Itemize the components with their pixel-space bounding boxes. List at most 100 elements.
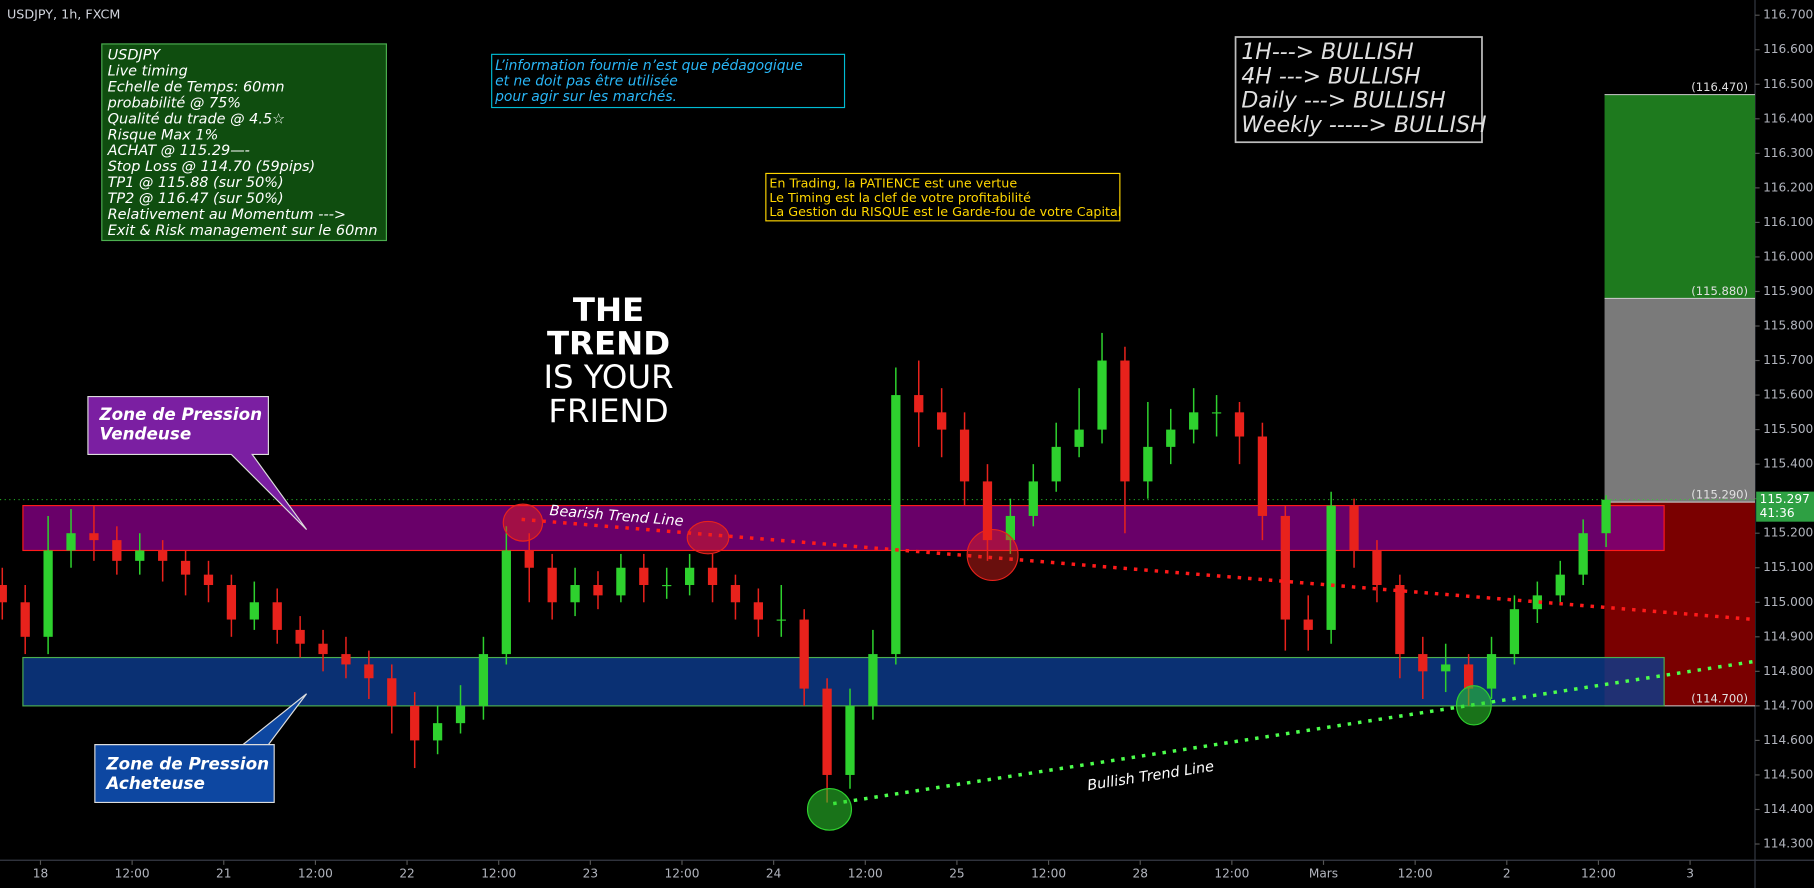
x-tick-label: 2 — [1503, 867, 1511, 881]
trade-plan-line: TP1 @ 115.88 (sur 50%) — [108, 175, 284, 191]
candle-body — [845, 705, 855, 775]
candle-body — [1097, 360, 1107, 430]
candle-body — [937, 412, 947, 430]
disclaimer-box — [491, 53, 846, 109]
candle-body — [1280, 515, 1290, 620]
callout-text: Zone de Pression — [98, 404, 262, 424]
trade-plan-line: ACHAT @ 115.29—- — [107, 143, 250, 159]
candle-body — [1074, 429, 1084, 447]
disclaimer: L’information fournie n’est que pédagogi… — [494, 58, 803, 105]
disclaimer-line: L’information fournie n’est que pédagogi… — [495, 58, 803, 74]
trade-plan-line: Live timing — [108, 63, 188, 79]
candle-body — [868, 654, 878, 706]
y-tick-label: 115.900 — [1763, 284, 1813, 298]
x-tick-label: 12:00 — [1031, 867, 1066, 881]
candle-body — [1051, 446, 1061, 482]
trade-plan-line: Risque Max 1% — [108, 127, 219, 143]
y-tick-label: 114.700 — [1763, 698, 1813, 712]
y-tick-label: 115.700 — [1763, 353, 1813, 367]
candle-body — [1555, 574, 1565, 596]
slogan-line: THE — [573, 291, 644, 329]
x-tick-label: 12:00 — [1398, 867, 1433, 881]
callout-sell — [87, 396, 308, 530]
x-tick-label: 12:00 — [1581, 867, 1616, 881]
callout-text: Zone de Pression — [105, 753, 269, 773]
candle-body — [982, 481, 993, 541]
candle-body — [341, 654, 351, 665]
highlight — [1455, 685, 1492, 726]
candle-body — [112, 540, 122, 561]
highlight — [686, 520, 730, 555]
trade-plan-line: Exit & Risk management sur le 60mn — [108, 223, 378, 239]
slogan-line: FRIEND — [548, 392, 668, 430]
y-tick-label: 114.600 — [1763, 733, 1813, 747]
y-tick-label: 116.600 — [1763, 42, 1813, 56]
candle-body — [295, 629, 305, 644]
candle-body — [547, 567, 557, 603]
candle-body — [1257, 436, 1268, 516]
candle-body — [1395, 585, 1405, 655]
motto-line: La Gestion du RISQUE est le Garde-fou de… — [769, 204, 1121, 219]
trade-plan-line: Qualité du trade @ 4.5☆ — [108, 111, 285, 127]
trade-plan-line: Relativement au Momentum ---> — [108, 207, 346, 223]
timeframe-line: 4H ---> BULLISH — [1241, 64, 1420, 89]
y-tick-label: 115.400 — [1763, 457, 1813, 471]
y-tick-label: 116.500 — [1763, 77, 1813, 91]
x-tick-label: 12:00 — [848, 867, 883, 881]
highlight — [966, 528, 1019, 582]
slogan-line: IS YOUR — [543, 358, 673, 396]
slogan-line: TREND — [547, 325, 670, 363]
y-tick-label: 114.400 — [1763, 802, 1813, 816]
x-tick-label: 23 — [583, 867, 598, 881]
callout-buy — [94, 693, 308, 804]
candle-body — [272, 602, 282, 630]
candle-body — [364, 664, 374, 679]
y-tick-label: 114.500 — [1763, 767, 1813, 781]
y-tick-label: 116.000 — [1763, 249, 1813, 263]
candle-body — [662, 585, 672, 587]
candle-body — [959, 429, 970, 482]
candle-body — [730, 585, 741, 603]
candle-body — [89, 533, 99, 541]
level-label: (115.880) — [1691, 284, 1748, 298]
trade-plan-box — [101, 43, 387, 242]
timeframe-line: 1H---> BULLISH — [1241, 40, 1413, 65]
candle-body — [1441, 664, 1451, 672]
candle-body — [1005, 515, 1016, 541]
timeframes-box — [1234, 36, 1483, 144]
trend-line — [521, 517, 1756, 622]
candle-body — [318, 643, 328, 655]
y-tick-label: 116.300 — [1763, 146, 1813, 160]
y-tick-label: 115.600 — [1763, 388, 1813, 402]
candle-body — [1189, 412, 1199, 430]
callout-text: Vendeuse — [99, 424, 191, 444]
trade-plan-line: probabilité @ 75% — [107, 95, 241, 111]
candle-body — [43, 550, 53, 637]
price-box — [1756, 491, 1814, 522]
y-tick-label: 115.800 — [1763, 319, 1813, 333]
position-box — [1604, 298, 1755, 503]
candle-body — [707, 567, 718, 586]
timeframe-line: Daily ---> BULLISH — [1241, 89, 1445, 114]
level-label: (115.290) — [1691, 488, 1748, 502]
candle-body — [20, 602, 30, 637]
price-label: 115.297 — [1760, 492, 1810, 506]
candle-body — [226, 585, 237, 620]
y-tick-label: 114.300 — [1763, 837, 1813, 851]
y-tick-label: 115.200 — [1763, 526, 1813, 540]
candle-body — [1028, 481, 1038, 516]
chart-title: USDJPY, 1h, FXCM — [7, 7, 120, 22]
x-tick-label: 21 — [216, 867, 231, 881]
x-tick-label: 12:00 — [115, 867, 150, 881]
candle-body — [1166, 429, 1176, 447]
candle-body — [799, 619, 809, 689]
disclaimer-line: pour agir sur les marchés. — [494, 89, 677, 105]
candle-body — [1326, 505, 1336, 630]
candle-body — [455, 705, 466, 724]
trade-plan-line: Stop Loss @ 114.70 (59pips) — [108, 159, 316, 175]
candle-body — [1211, 412, 1222, 414]
